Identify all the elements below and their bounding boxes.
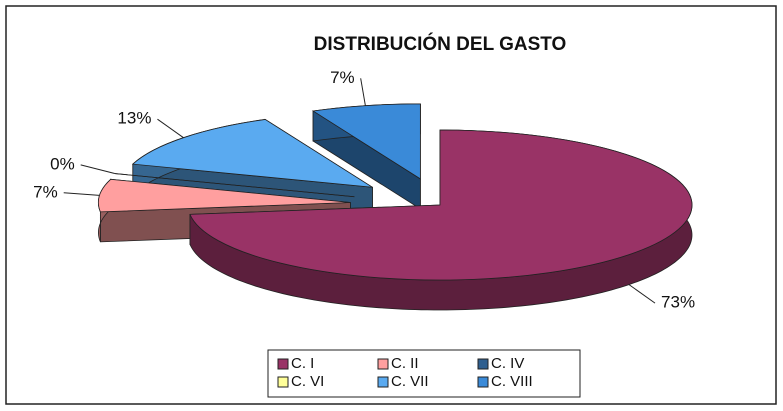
leader-line	[80, 164, 115, 175]
data-label: 13%	[117, 109, 151, 128]
legend-swatch	[277, 376, 289, 388]
legend-box	[267, 349, 581, 398]
data-label: 73%	[661, 293, 695, 312]
legend-swatch	[377, 376, 389, 388]
legend-label: C. IV	[491, 355, 524, 372]
pie-slice	[131, 119, 373, 188]
legend-label: C. VI	[291, 373, 324, 390]
legend-swatch	[477, 358, 489, 370]
data-label: 0%	[50, 154, 75, 173]
leader-line	[628, 284, 656, 304]
pie-slice	[98, 178, 351, 213]
chart-title: DISTRIBUCIÓN DEL GASTO	[314, 33, 567, 55]
leader-line	[63, 192, 100, 196]
legend-swatch	[277, 358, 289, 370]
legend-swatch	[477, 376, 489, 388]
leader-line	[360, 78, 366, 106]
legend-label: C. I	[291, 355, 314, 372]
data-label: 7%	[33, 182, 58, 201]
data-label: 7%	[330, 68, 355, 87]
pie-slice	[189, 129, 693, 281]
legend-swatch	[377, 358, 389, 370]
legend-label: C. VIII	[491, 373, 533, 390]
leader-line	[157, 118, 184, 139]
pie-slice	[311, 103, 421, 180]
legend-label: C. VII	[391, 373, 429, 390]
pie-slice	[114, 173, 355, 198]
legend-label: C. II	[391, 355, 419, 372]
